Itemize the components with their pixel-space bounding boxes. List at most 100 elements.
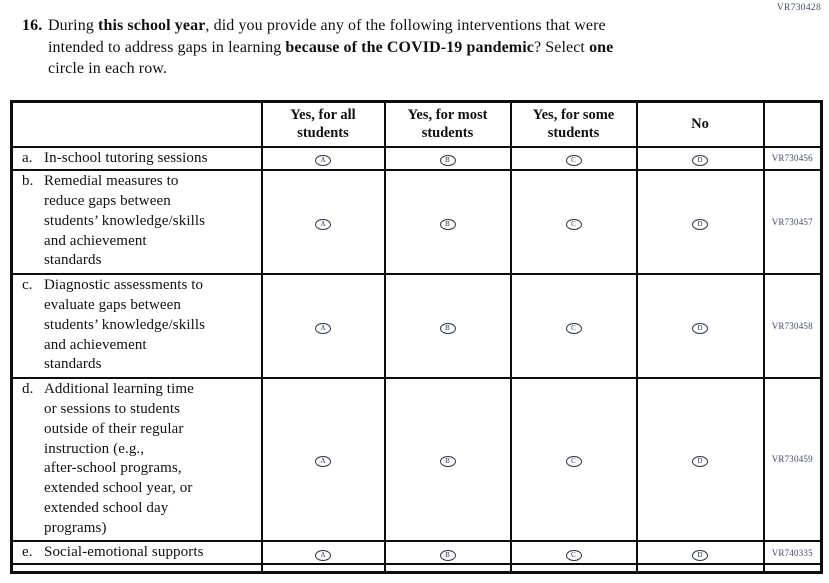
answer-circle-b[interactable]: B [439, 456, 456, 468]
option-cell: C [509, 273, 638, 380]
question-block: 16. During this school year, did you pro… [22, 15, 613, 80]
cutoff-cell [762, 563, 823, 573]
option-cell: D [635, 539, 765, 566]
option-cell: B [383, 539, 512, 566]
column-header [762, 100, 823, 148]
column-header: Yes, for some students [509, 100, 638, 148]
option-cell: C [509, 169, 638, 276]
row-label-text: Remedial measures to reduce gaps between… [44, 173, 206, 269]
option-cell: A [260, 273, 386, 380]
row-label: b. Remedial measures to reduce gaps betwe… [22, 172, 259, 271]
row-label: e. Social-emotional supports [22, 543, 259, 563]
column-header: No [635, 100, 765, 148]
answer-circle-c[interactable]: C [565, 456, 582, 468]
answer-circle-d[interactable]: D [692, 456, 708, 468]
page-accession-code: VR730428 [776, 3, 821, 13]
answer-circle-d[interactable]: D [692, 155, 708, 167]
row-label-text: Diagnostic assessments to evaluate gaps … [44, 277, 206, 373]
option-cell: D [635, 377, 765, 542]
table-row: c. Diagnostic assessments to evaluate gap… [10, 273, 823, 380]
option-cell: B [383, 377, 512, 542]
row-label-cell: e. Social-emotional supports [10, 539, 263, 566]
option-cell: D [635, 169, 765, 276]
row-label: a. In-school tutoring sessions [22, 149, 259, 169]
option-cell: B [383, 145, 512, 172]
answer-circle-d[interactable]: D [692, 549, 708, 561]
cutoff-row [10, 563, 823, 573]
row-accession-code: VR730457 [762, 169, 823, 276]
question-segment: intended to address gaps in learning [48, 38, 286, 56]
table-row: a. In-school tutoring sessions A B C D VR73045… [10, 145, 823, 172]
answer-circle-c[interactable]: C [565, 549, 582, 561]
row-letter: b. [22, 173, 34, 190]
option-cell: A [260, 169, 386, 276]
row-accession-code: VR730456 [762, 145, 823, 172]
row-label-cell: d. Additional learning time or sessions t… [10, 377, 263, 542]
row-accession-code: VR730459 [762, 377, 823, 542]
row-label-cell: c. Diagnostic assessments to evaluate gap… [10, 273, 263, 380]
answer-circle-b[interactable]: B [439, 219, 456, 231]
answer-circle-a[interactable]: A [315, 219, 331, 231]
answer-circle-a[interactable]: A [315, 155, 331, 167]
row-label-text: Social-emotional supports [44, 543, 204, 560]
option-cell: B [383, 169, 512, 276]
question-segment-bold: one [589, 38, 614, 56]
row-letter: a. [22, 149, 33, 166]
row-label-text: Additional learning time or sessions to … [44, 381, 194, 536]
row-label: c. Diagnostic assessments to evaluate gap… [22, 276, 259, 375]
answer-circle-a[interactable]: A [315, 549, 331, 561]
table-header-row: Yes, for all students Yes, for most stude… [10, 100, 823, 148]
question-segment: , did you provide any of the following i… [205, 17, 606, 34]
column-header: Yes, for most students [383, 100, 512, 148]
question-segment-bold: this school year [98, 17, 206, 34]
question-line: intended to address gaps in learning bec… [48, 37, 613, 59]
row-letter: e. [22, 543, 33, 560]
row-label-cell: b. Remedial measures to reduce gaps betwe… [10, 169, 263, 276]
table-body: a. In-school tutoring sessions A B C D VR73045… [10, 145, 823, 573]
option-cell: C [509, 539, 638, 566]
row-label-text: In-school tutoring sessions [44, 149, 208, 166]
option-cell: B [383, 273, 512, 380]
answer-circle-a[interactable]: A [315, 456, 331, 468]
question-line: During this school year, did you provide… [48, 15, 613, 37]
row-accession-code: VR730458 [762, 273, 823, 380]
option-cell: D [635, 273, 765, 380]
cutoff-cell [635, 563, 765, 573]
option-cell: A [260, 377, 386, 542]
column-header [10, 100, 263, 148]
answer-circle-b[interactable]: B [439, 323, 456, 335]
answer-circle-b[interactable]: B [439, 155, 456, 167]
answer-circle-d[interactable]: D [692, 219, 708, 231]
question-number: 16. [22, 17, 43, 34]
question-segment-bold: because of the COVID-19 pandemic [285, 38, 534, 56]
row-label: d. Additional learning time or sessions t… [22, 380, 259, 538]
answer-circle-d[interactable]: D [692, 323, 708, 335]
row-letter: c. [22, 277, 33, 294]
cutoff-cell [10, 563, 263, 573]
answer-circle-c[interactable]: C [565, 155, 582, 167]
option-cell: C [509, 145, 638, 172]
option-cell: A [260, 539, 386, 566]
option-cell: A [260, 145, 386, 172]
question-line: circle in each row. [48, 58, 613, 80]
option-cell: C [509, 377, 638, 542]
cutoff-cell [260, 563, 386, 573]
table-row: d. Additional learning time or sessions t… [10, 377, 823, 542]
row-letter: d. [22, 381, 34, 398]
row-accession-code: VR740335 [762, 539, 823, 566]
answer-circle-a[interactable]: A [315, 323, 331, 335]
response-grid: Yes, for all students Yes, for most stude… [10, 100, 823, 574]
answer-circle-b[interactable]: B [439, 549, 456, 561]
row-label-cell: a. In-school tutoring sessions [10, 145, 263, 172]
answer-circle-c[interactable]: C [565, 219, 582, 231]
table-row: b. Remedial measures to reduce gaps betwe… [10, 169, 823, 276]
column-header: Yes, for all students [260, 100, 386, 148]
question-segment: During [48, 17, 99, 34]
question-text: During this school year, did you provide… [48, 15, 613, 80]
cutoff-cell [509, 563, 638, 573]
option-cell: D [635, 145, 765, 172]
cutoff-cell [383, 563, 512, 573]
table-row: e. Social-emotional supports A B C D VR740335 [10, 539, 823, 566]
answer-circle-c[interactable]: C [565, 323, 582, 335]
